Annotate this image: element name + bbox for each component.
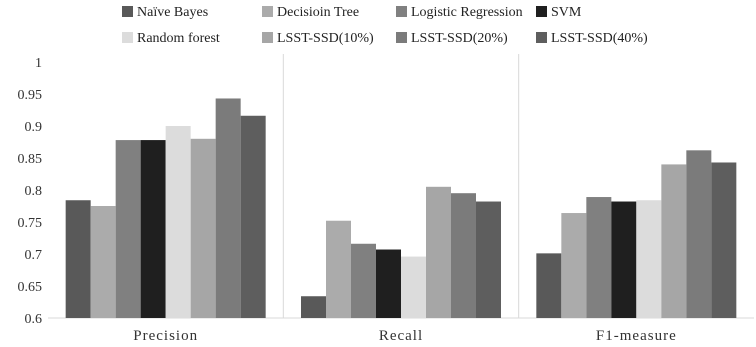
y-tick-label: 0.95 <box>18 88 43 103</box>
legend-label-3: Logistic Regression <box>411 5 523 20</box>
legend-label-7: LSST-SSD(20%) <box>411 31 508 46</box>
bar-f1-measure-series-1 <box>536 253 562 318</box>
legend-label-2: Decisioin Tree <box>277 5 359 20</box>
y-tick-label: 0.9 <box>25 120 43 135</box>
bar-recall-series-3 <box>351 243 376 318</box>
legend-label-8: LSST-SSD(40%) <box>551 31 648 46</box>
bar-f1-measure-series-3 <box>586 197 612 318</box>
y-tick-label: 0.6 <box>25 312 43 327</box>
x-category-label: Recall <box>379 328 423 344</box>
legend-swatch-5 <box>122 32 133 43</box>
bar-precision-series-1 <box>65 200 91 318</box>
legend-label-1: Naïve Bayes <box>137 5 208 20</box>
bar-f1-measure-series-7 <box>686 150 712 318</box>
y-tick-label: 0.7 <box>25 248 43 263</box>
legend-label-4: SVM <box>551 5 582 20</box>
bar-f1-measure-series-6 <box>661 164 687 318</box>
bar-f1-measure-series-5 <box>636 200 662 318</box>
legend-label-6: LSST-SSD(10%) <box>277 31 374 46</box>
y-tick-label: 1 <box>35 56 42 71</box>
legend-swatch-2 <box>262 6 273 17</box>
legend-swatch-1 <box>122 6 133 17</box>
x-category-label: F1-measure <box>596 328 677 344</box>
bar-precision-series-8 <box>240 115 266 318</box>
bar-precision-series-6 <box>190 138 216 318</box>
bar-precision-series-2 <box>90 206 116 318</box>
bar-precision-series-5 <box>165 126 191 318</box>
y-tick-label: 0.8 <box>25 184 43 199</box>
legend-swatch-3 <box>396 6 407 17</box>
x-category-label: Precision <box>133 328 198 344</box>
bar-recall-series-6 <box>426 186 451 318</box>
bar-precision-series-4 <box>140 140 166 318</box>
x-axis: Precision Recall F1-measure <box>133 328 677 344</box>
y-tick-label: 0.85 <box>18 152 43 167</box>
bar-recall-series-7 <box>451 193 476 318</box>
legend: Naïve Bayes Decisioin Tree Logistic Regres… <box>122 5 648 46</box>
bars <box>65 98 737 318</box>
bar-recall-series-5 <box>401 256 426 318</box>
y-axis: 0.6 0.65 0.7 0.75 0.8 0.85 0.9 0.95 1 <box>18 56 43 327</box>
legend-swatch-8 <box>536 32 547 43</box>
bar-recall-series-8 <box>476 201 501 318</box>
legend-swatch-6 <box>262 32 273 43</box>
legend-swatch-7 <box>396 32 407 43</box>
bar-f1-measure-series-2 <box>561 213 587 318</box>
legend-swatch-4 <box>536 6 547 17</box>
y-tick-label: 0.75 <box>18 216 43 231</box>
bar-recall-series-2 <box>326 220 351 318</box>
bar-f1-measure-series-4 <box>611 201 637 318</box>
bar-recall-series-1 <box>301 296 326 318</box>
y-tick-label: 0.65 <box>18 280 43 295</box>
bar-precision-series-3 <box>115 140 141 318</box>
bar-f1-measure-series-8 <box>711 162 737 318</box>
legend-label-5: Random forest <box>137 31 220 46</box>
bar-recall-series-4 <box>376 249 401 318</box>
bar-precision-series-7 <box>215 98 241 318</box>
